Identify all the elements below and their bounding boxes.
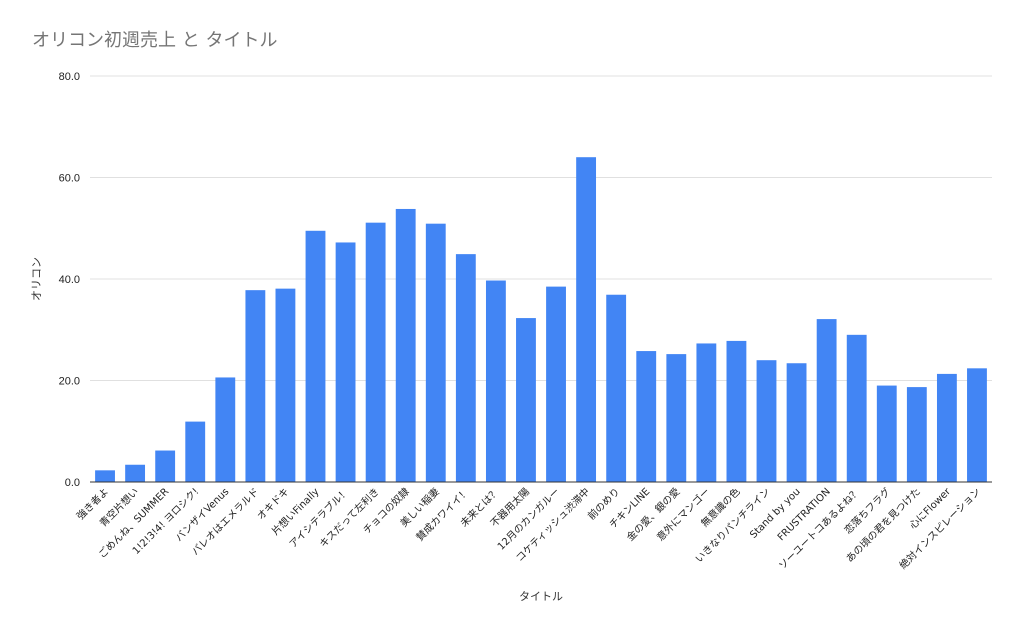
- bar: [816, 319, 837, 482]
- bar: [365, 222, 386, 483]
- bars: [95, 157, 987, 483]
- y-axis-label: オリコン: [30, 257, 43, 301]
- bar: [576, 157, 597, 482]
- y-axis-ticks: 0.0 20.0 40.0 60.0 80.0: [59, 71, 80, 489]
- bar: [756, 360, 777, 482]
- y-tick-label: 80.0: [59, 71, 80, 83]
- y-tick-label: 60.0: [59, 173, 80, 185]
- bar: [245, 290, 266, 482]
- bar: [275, 288, 296, 482]
- bar: [185, 421, 206, 482]
- bar: [726, 340, 747, 482]
- bar: [516, 318, 536, 482]
- bar: [666, 354, 687, 482]
- x-tick-label: FRUSTRATION: [776, 486, 833, 543]
- bar: [335, 242, 356, 482]
- bar: [936, 373, 957, 482]
- bar: [786, 363, 807, 482]
- bar: [155, 450, 176, 482]
- bar: [546, 286, 566, 482]
- y-tick-label: 0.0: [65, 477, 80, 489]
- bar: [215, 377, 236, 482]
- bar: [906, 387, 927, 482]
- y-tick-label: 40.0: [59, 274, 80, 286]
- x-tick-label: 賛成カワイイ！: [413, 485, 472, 544]
- bar: [606, 294, 627, 482]
- bar: [876, 385, 897, 482]
- bar: [485, 280, 506, 482]
- bar: [95, 470, 115, 482]
- bar: [125, 464, 146, 482]
- chart-title: オリコン初週売上 と タイトル: [32, 30, 278, 51]
- bar: [305, 230, 326, 482]
- bar: [846, 334, 867, 482]
- gridlines: [90, 75, 992, 381]
- bar: [696, 343, 717, 482]
- x-tick-label: バンザイVenus: [173, 486, 231, 544]
- x-axis-label: タイトル: [519, 590, 563, 603]
- bar: [636, 351, 657, 482]
- bar: [455, 254, 476, 482]
- x-tick-label: 意外にマンゴー: [654, 485, 713, 544]
- y-tick-label: 20.0: [59, 376, 80, 388]
- bar: [425, 223, 446, 482]
- bar: [395, 208, 416, 482]
- x-tick-label: 金の愛、銀の愛: [624, 485, 683, 544]
- bar: [967, 368, 987, 482]
